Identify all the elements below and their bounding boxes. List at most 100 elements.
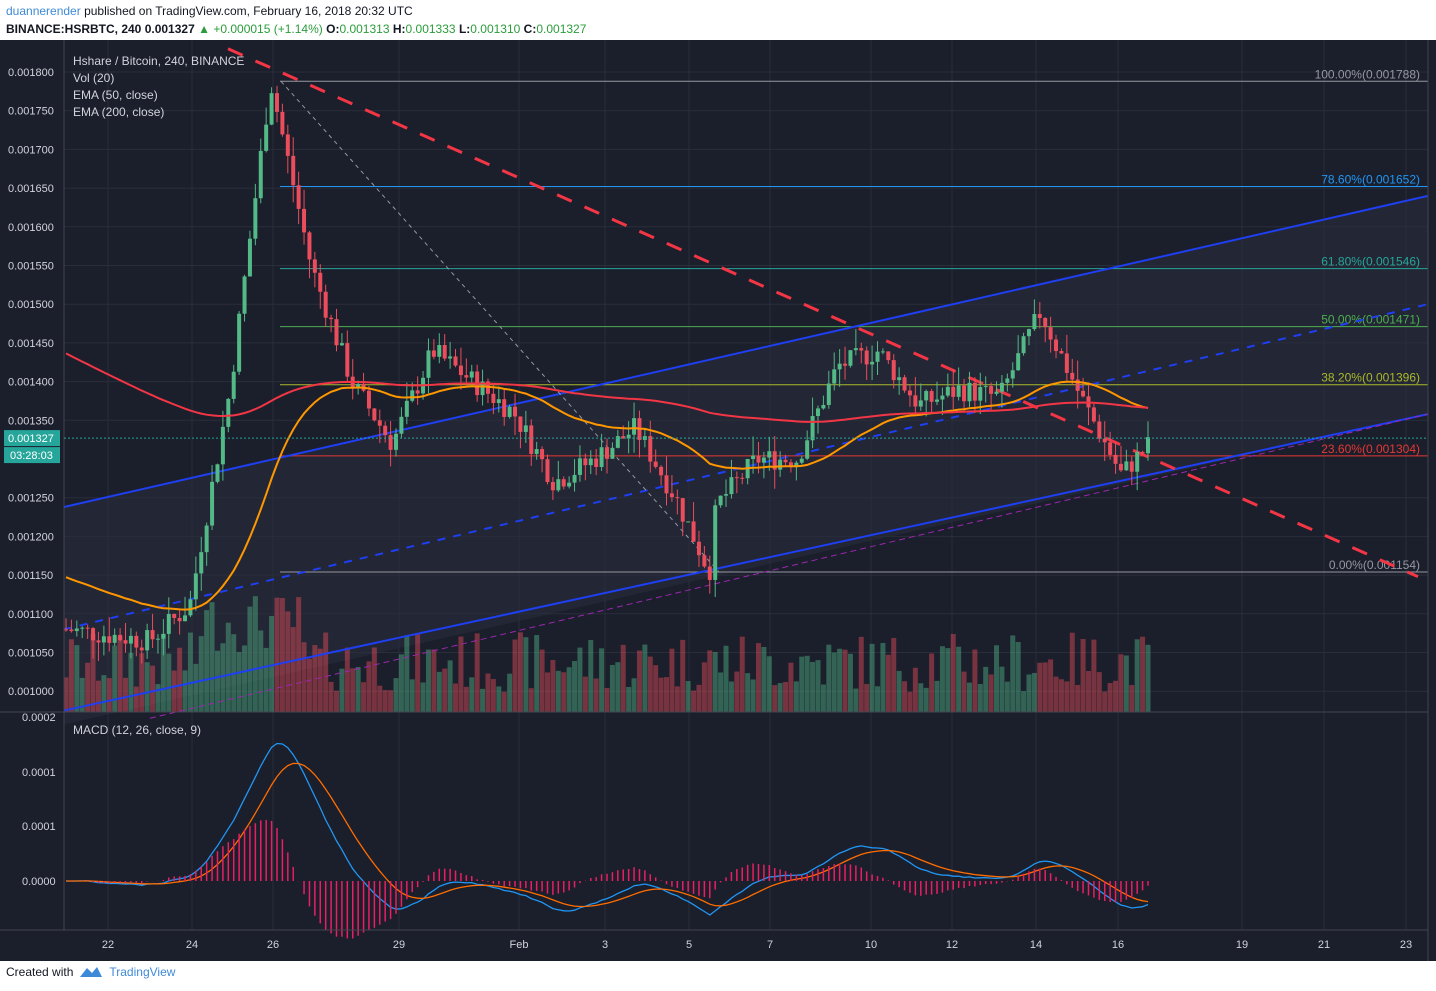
volume-bar [204, 610, 210, 712]
volume-bar [1140, 636, 1146, 712]
price-tick-label: 0.001150 [8, 570, 53, 582]
purple-support-line [149, 413, 1429, 719]
volume-bar [198, 636, 204, 712]
candle-body [1037, 314, 1042, 319]
volume-bar [1096, 672, 1102, 712]
volume-bar [474, 633, 480, 712]
candle-body [713, 505, 718, 580]
candle-body [1026, 329, 1031, 337]
candle-body [377, 420, 382, 426]
volume-bar [701, 662, 707, 712]
candle-body [1075, 379, 1080, 391]
candle-body [751, 455, 756, 459]
volume-bar [734, 671, 740, 712]
candle-body [291, 155, 296, 186]
candle-body [680, 498, 685, 522]
candle-body [696, 541, 701, 556]
tradingview-brand[interactable]: TradingView [109, 965, 176, 979]
publisher-line: duannerender published on TradingView.co… [6, 4, 413, 18]
candle-body [237, 313, 242, 372]
volume-bar [1053, 676, 1059, 712]
volume-bar [783, 682, 789, 712]
candle-body [307, 232, 312, 260]
volume-bar [1080, 638, 1086, 712]
moving-averages [65, 352, 1149, 611]
candle-body [253, 198, 258, 239]
author-name[interactable]: duannerender [6, 4, 81, 18]
volume-bar [664, 677, 670, 712]
volume-bar [377, 685, 383, 712]
open-value: 0.001313 [339, 22, 390, 36]
volume-bar [453, 683, 459, 712]
candle-body [448, 356, 453, 359]
volume-bar [63, 677, 69, 712]
volume-bar [258, 630, 264, 712]
candle-body [118, 634, 123, 641]
candle-body [707, 566, 712, 580]
volume-bar [187, 632, 193, 712]
fibonacci-retracement[interactable]: 100.00%(0.001788) 78.60%(0.001652) 61.80%(… [280, 67, 1428, 573]
volume-bar [447, 660, 453, 712]
candle-body [496, 399, 501, 404]
candle-body [653, 461, 658, 467]
candle-body [128, 635, 133, 644]
candle-body [967, 382, 972, 402]
volume-bar [977, 683, 983, 712]
candle-body [183, 615, 188, 622]
candle-body [999, 382, 1004, 392]
volume-bar [599, 648, 605, 712]
volume-bar [847, 653, 853, 712]
price-tick-label: 0.001050 [8, 648, 54, 660]
time-tick-label: 14 [1030, 939, 1042, 951]
candle-body [853, 348, 858, 351]
volume-bar [772, 685, 778, 712]
candle-body [1064, 353, 1069, 373]
chart-canvas[interactable]: 100.00%(0.001788) 78.60%(0.001652) 61.80%(… [0, 40, 1436, 961]
price-tick-label: 0.001700 [8, 144, 54, 156]
candle-body [572, 474, 577, 483]
candle-body [880, 351, 885, 353]
volume-bars [63, 596, 1151, 712]
volume-bar [961, 671, 967, 712]
volume-bar [339, 668, 345, 712]
low-value: 0.001310 [470, 22, 521, 36]
volume-bar [431, 649, 437, 712]
volume-bar [642, 644, 648, 712]
volume-bar [572, 661, 578, 712]
candle-body [545, 459, 550, 483]
candle-body [837, 363, 842, 370]
candle-body [772, 451, 777, 470]
candle-body [480, 381, 485, 396]
candle-body [334, 319, 339, 346]
volume-bar [214, 650, 220, 712]
time-tick-label: 29 [393, 939, 405, 951]
volume-bar [896, 670, 902, 712]
price-axis-bg [0, 40, 64, 930]
volume-bar [1091, 639, 1097, 712]
trend-lines[interactable] [63, 47, 1429, 719]
volume-bar [939, 646, 945, 712]
volume-bar [123, 677, 129, 712]
volume-bar [620, 644, 626, 712]
countdown-label: 03:28:03 [10, 450, 53, 462]
macd-tick-label: 0.0001 [22, 821, 56, 833]
volume-bar [366, 661, 372, 712]
candle-body [437, 345, 442, 357]
volume-bar [723, 645, 729, 712]
volume-bar [875, 686, 880, 712]
candle-body [599, 447, 604, 467]
candle-body [648, 436, 653, 462]
chart-panel[interactable]: 100.00%(0.001788) 78.60%(0.001652) 61.80%(… [0, 40, 1436, 961]
candle-body [951, 386, 956, 397]
volume-bar [144, 662, 150, 712]
volume-bar [647, 656, 653, 712]
volume-bar [988, 674, 994, 712]
volume-bar [680, 639, 686, 712]
candle-body [458, 365, 463, 376]
candle-body [383, 425, 388, 436]
candle-body [312, 259, 317, 273]
candle-body [540, 449, 545, 460]
candle-body [107, 636, 112, 643]
legend-title: Hshare / Bitcoin, 240, BINANCE [73, 54, 244, 68]
volume-bar [696, 684, 702, 712]
